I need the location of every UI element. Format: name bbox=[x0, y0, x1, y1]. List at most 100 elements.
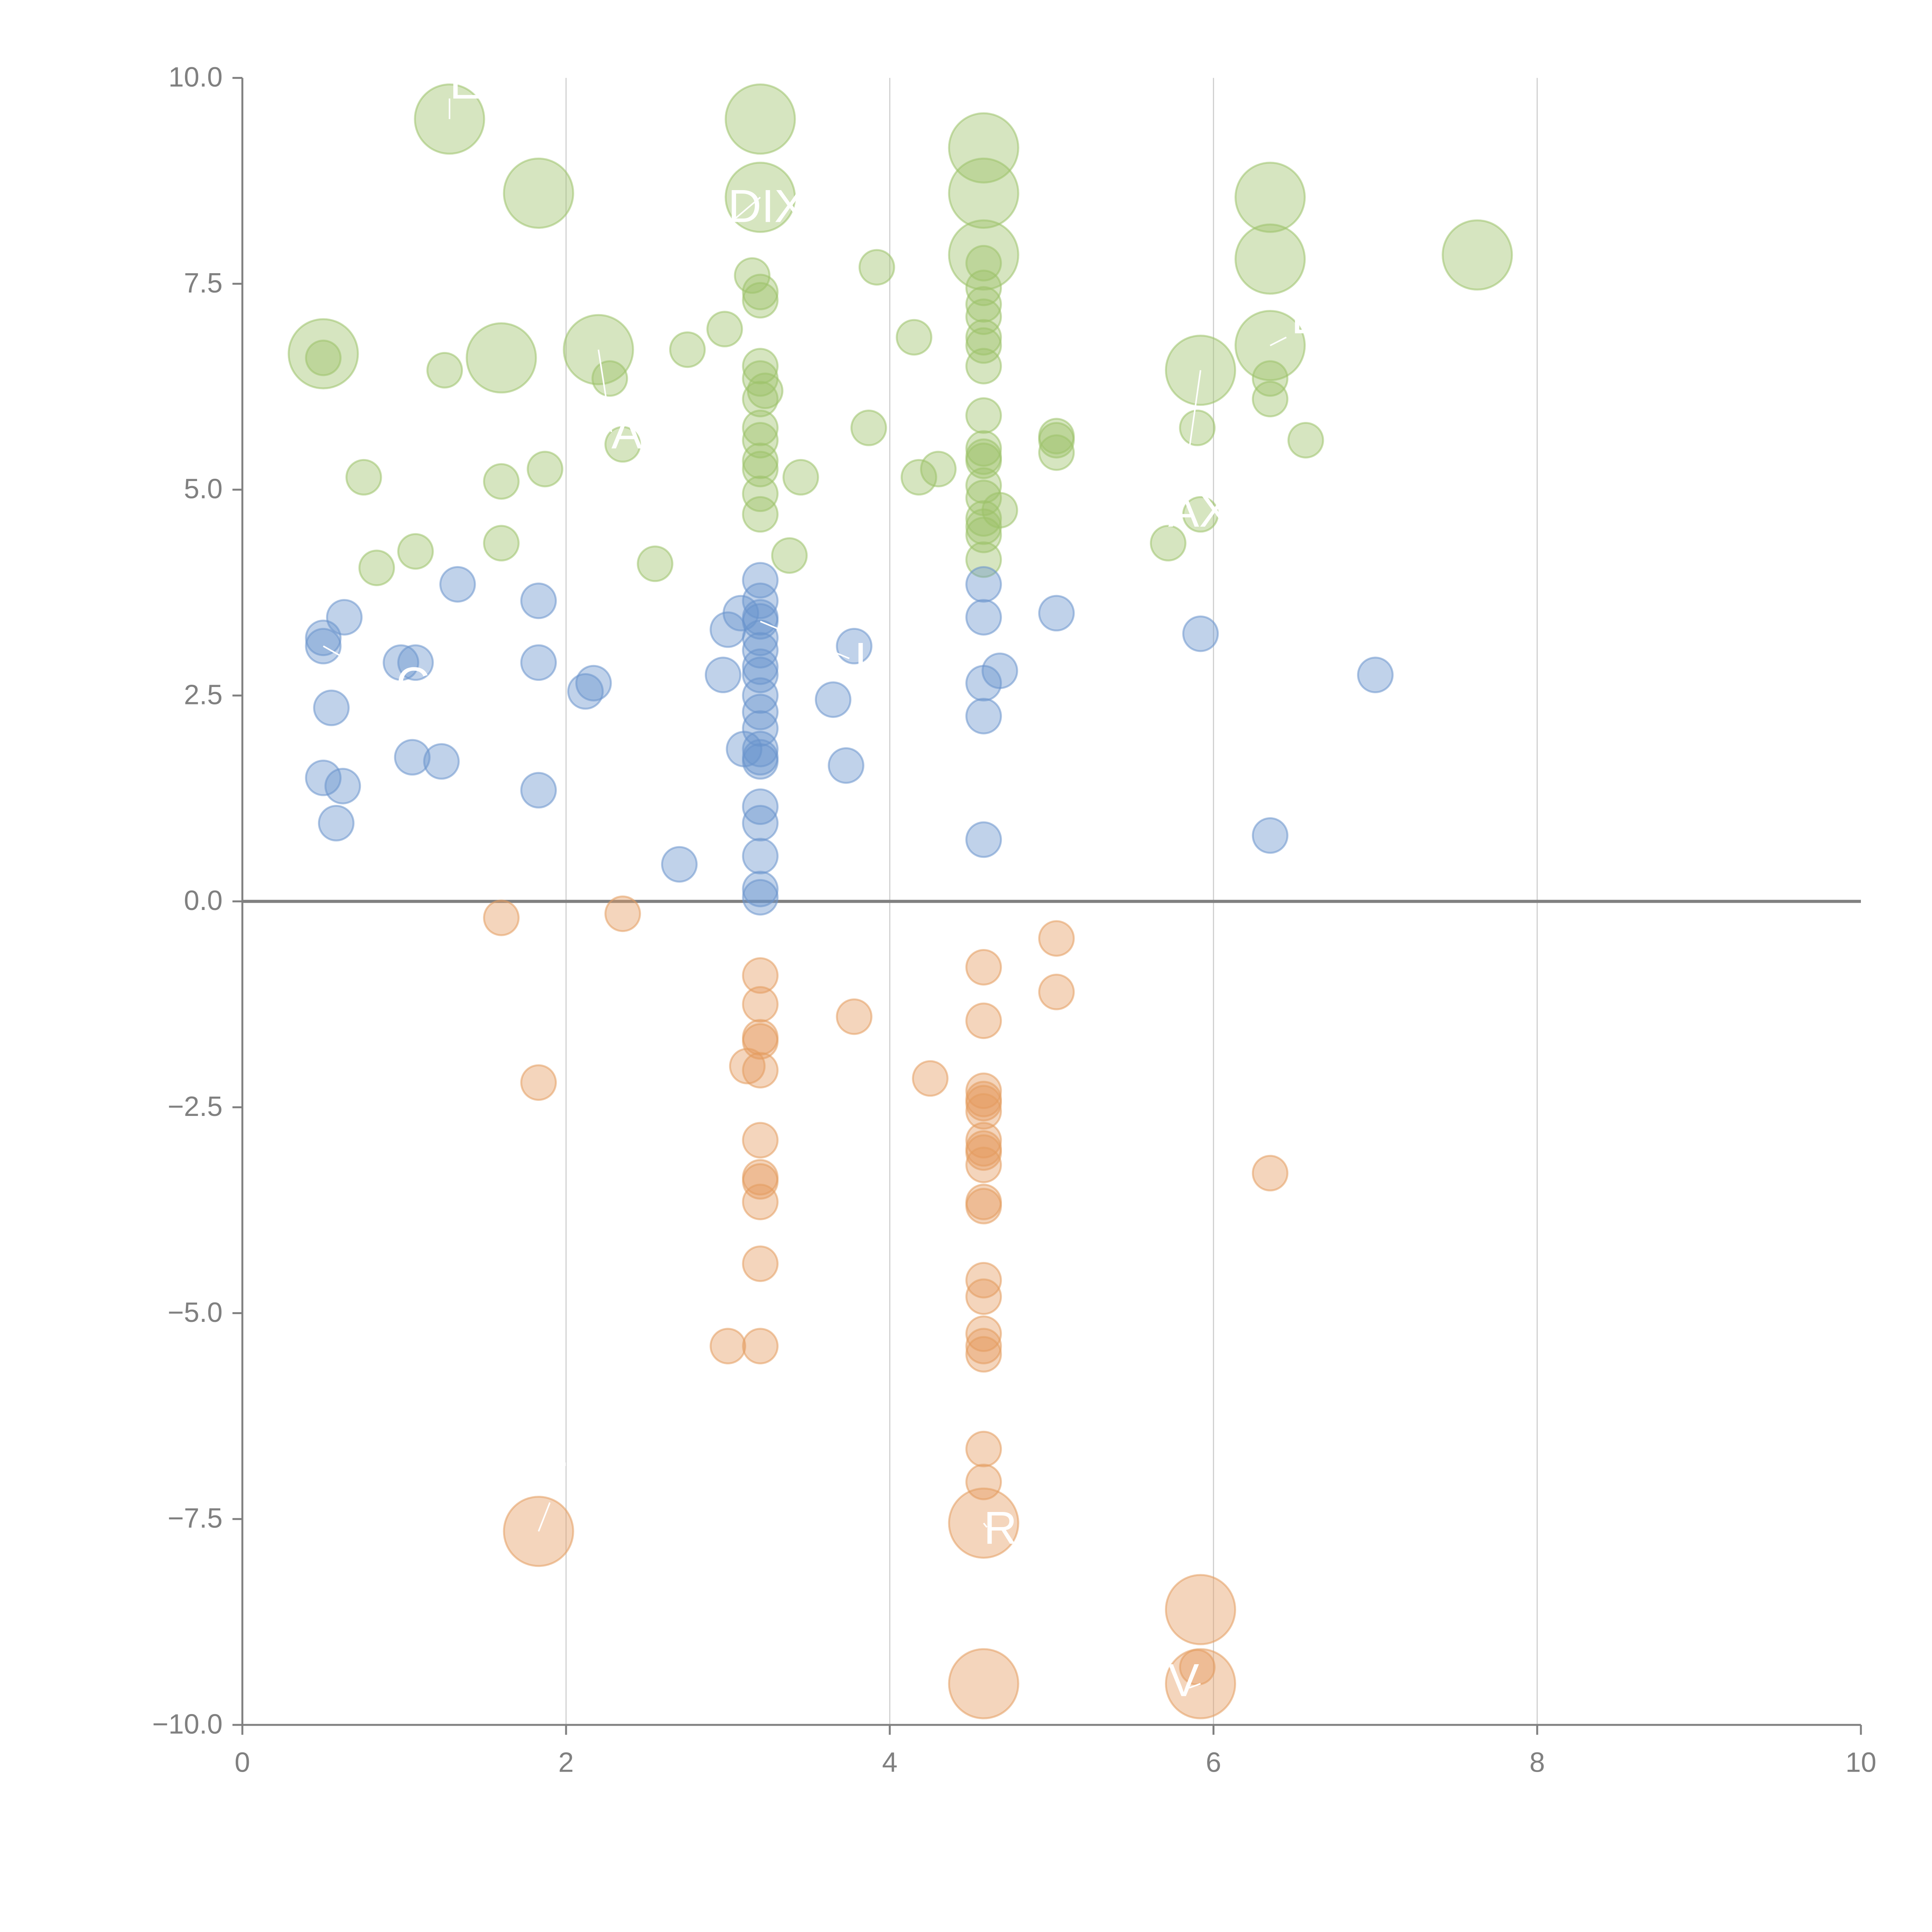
bubble-point bbox=[527, 451, 563, 488]
bubble-point bbox=[742, 496, 779, 533]
bubble-point bbox=[383, 644, 420, 681]
bubble-point bbox=[466, 322, 537, 394]
bubble-point bbox=[704, 656, 742, 694]
bubble-point bbox=[742, 442, 779, 479]
bubble-point bbox=[520, 1064, 557, 1101]
bubble-point bbox=[324, 768, 361, 804]
bubble-label: I bbox=[854, 633, 867, 685]
bubble-point bbox=[742, 282, 779, 319]
bubble-point bbox=[965, 397, 1002, 434]
bubble-point bbox=[742, 1184, 779, 1220]
bubble-point bbox=[394, 739, 431, 776]
bubble-point bbox=[742, 1245, 779, 1282]
bubble-point bbox=[965, 1002, 1002, 1039]
x-tick-label: 0 bbox=[235, 1747, 250, 1778]
bubble-point bbox=[734, 257, 770, 294]
bubble-point bbox=[520, 772, 557, 809]
bubble-point bbox=[1357, 656, 1394, 694]
bubble-point bbox=[965, 430, 1002, 467]
leader-line bbox=[735, 197, 761, 219]
bubble-point bbox=[426, 352, 463, 389]
bubble-point bbox=[520, 644, 557, 681]
bubble-point bbox=[742, 871, 779, 908]
bubble-point bbox=[729, 1048, 766, 1085]
bubble-point bbox=[742, 475, 779, 512]
bubble-point bbox=[742, 410, 779, 446]
bubble-point bbox=[742, 619, 779, 656]
annotations: E DIX L A AX I C R T V bbox=[323, 57, 1317, 1706]
bubble-point bbox=[1182, 496, 1219, 533]
bubble-point bbox=[709, 1328, 747, 1364]
leader-line bbox=[1270, 337, 1287, 347]
bubble-point bbox=[1165, 1574, 1236, 1645]
bubble-point bbox=[965, 1336, 1002, 1373]
bubble-point bbox=[345, 459, 382, 496]
bubble-point bbox=[326, 599, 363, 636]
bubble-point bbox=[724, 83, 796, 155]
bubble-label: R bbox=[984, 1502, 1017, 1554]
bubble-point bbox=[397, 644, 434, 681]
bubble-point bbox=[850, 410, 887, 446]
bubble-point bbox=[948, 1648, 1019, 1719]
bubble-point bbox=[1252, 360, 1289, 397]
bubble-point bbox=[836, 628, 872, 665]
leader-line bbox=[983, 1522, 988, 1528]
bubble-point bbox=[1150, 525, 1187, 562]
bubble-point bbox=[706, 311, 743, 347]
bubble-point bbox=[1252, 1155, 1289, 1192]
bubble-point bbox=[1287, 422, 1324, 459]
bubble-point bbox=[520, 582, 557, 619]
bubble-point bbox=[305, 339, 342, 376]
bubble-point bbox=[305, 759, 342, 796]
bubble-point bbox=[1038, 973, 1075, 1010]
bubble-point bbox=[1182, 615, 1219, 652]
bubble-point bbox=[724, 162, 796, 233]
bubble-label: T bbox=[539, 1452, 567, 1504]
bubble-label: E bbox=[449, 57, 480, 109]
y-tick-label: 10.0 bbox=[168, 62, 223, 93]
bubble-point bbox=[912, 1060, 949, 1097]
bubble-point bbox=[439, 566, 476, 603]
bubble-point bbox=[900, 459, 937, 496]
bubble-point bbox=[965, 1085, 1002, 1122]
bubble-point bbox=[742, 562, 779, 599]
bubble-point bbox=[1038, 595, 1075, 632]
bubble-point bbox=[1038, 422, 1075, 459]
bubble-point bbox=[742, 879, 779, 916]
bubble-point bbox=[981, 652, 1018, 689]
bubble-point bbox=[965, 348, 1002, 384]
bubble-point bbox=[397, 533, 434, 570]
bubble-point bbox=[782, 459, 819, 496]
bubble-point bbox=[742, 422, 779, 459]
bubble-point bbox=[1038, 434, 1075, 471]
bubble-point bbox=[965, 566, 1002, 603]
bubble-point bbox=[1234, 223, 1306, 295]
bubble-point bbox=[965, 1430, 1002, 1468]
bubble-point bbox=[815, 681, 852, 718]
axes: 0 2 4 6 8 10 10.0 7.5 5.0 2.5 0.0 −2.5 −5.0 −7.5 −10.0 bbox=[152, 62, 1876, 1778]
x-tick-label: 2 bbox=[558, 1747, 574, 1778]
bubble-point bbox=[965, 319, 1002, 356]
bubble-point bbox=[965, 1188, 1002, 1225]
bubble-label: L bbox=[1291, 291, 1317, 343]
bubble-point bbox=[1442, 219, 1513, 291]
bubble-point bbox=[742, 986, 779, 1023]
bubble-point bbox=[742, 274, 779, 311]
bubble-point bbox=[604, 426, 641, 463]
bubble-point bbox=[742, 710, 779, 747]
bubble-point bbox=[965, 1315, 1002, 1352]
bubble-point bbox=[948, 112, 1019, 184]
bubble-point bbox=[965, 1093, 1002, 1130]
bubble-label: AX bbox=[1168, 485, 1230, 537]
bubble-point bbox=[965, 697, 1002, 735]
bubble-point bbox=[742, 1052, 779, 1088]
bubble-point bbox=[318, 805, 355, 842]
bubble-point bbox=[965, 1278, 1002, 1315]
y-tick-label: 5.0 bbox=[184, 474, 223, 505]
y-tick-label: 2.5 bbox=[184, 679, 223, 710]
leader-line bbox=[537, 1502, 551, 1532]
bubble-point bbox=[742, 805, 779, 842]
leader-line bbox=[1180, 370, 1201, 507]
bubble-point bbox=[503, 157, 574, 229]
x-tick-label: 10 bbox=[1845, 1747, 1876, 1778]
